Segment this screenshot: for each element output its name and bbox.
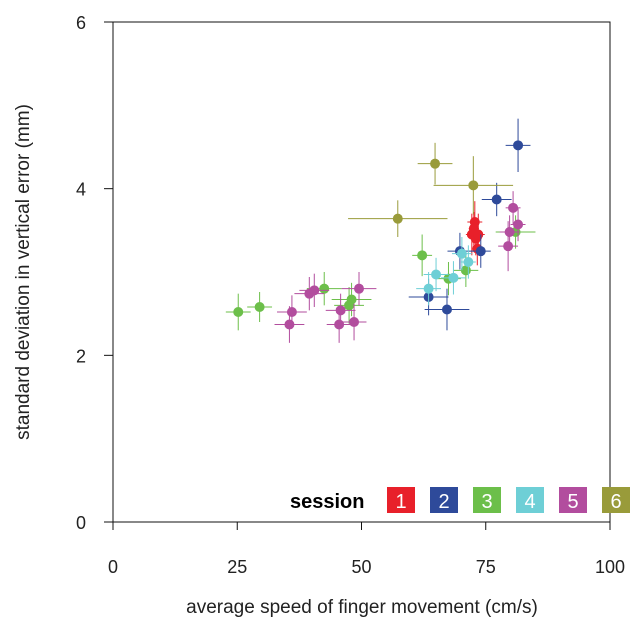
legend-swatch-6 [602, 487, 630, 513]
y-tick-label: 4 [76, 180, 86, 200]
legend-swatch-2 [430, 487, 458, 513]
data-point [463, 257, 474, 267]
x-tick-label: 100 [595, 557, 625, 577]
y-tick-label: 6 [76, 13, 86, 33]
data-point [491, 194, 502, 205]
data-point [513, 140, 524, 151]
data-point [503, 241, 514, 252]
y-tick-label: 2 [76, 346, 86, 366]
data-point [448, 272, 459, 283]
data-point [286, 307, 297, 317]
series-6 [348, 142, 514, 237]
legend-label: 4 [524, 491, 535, 513]
data-point [441, 304, 452, 315]
data-point [233, 307, 244, 317]
series-4 [416, 237, 476, 306]
data-point [456, 248, 467, 259]
data-point [335, 305, 346, 316]
legend-label: 3 [481, 491, 492, 513]
data-point [468, 180, 479, 191]
data-point [508, 202, 519, 213]
data-point [254, 302, 265, 312]
data-point [349, 317, 360, 327]
x-tick-label: 75 [476, 557, 496, 577]
legend-swatch-1 [387, 487, 415, 513]
x-tick-label: 50 [351, 557, 371, 577]
legend-label: 5 [567, 491, 578, 513]
legend-swatch-3 [473, 487, 501, 513]
data-points [225, 118, 536, 343]
legend-label: 6 [610, 491, 621, 513]
data-point [417, 250, 428, 261]
data-point [346, 294, 357, 305]
data-point [431, 269, 442, 280]
data-point [284, 319, 295, 330]
x-axis-title: average speed of finger movement (cm/s) [186, 597, 538, 618]
series-1 [465, 201, 485, 266]
series-3 [225, 215, 536, 331]
y-axis-title: standard deviation in vertical error (mm… [13, 104, 34, 440]
data-point [319, 283, 330, 294]
data-point [334, 319, 345, 330]
legend-swatch-4 [516, 487, 544, 513]
data-point [513, 219, 524, 230]
data-point [430, 158, 441, 169]
data-point [354, 283, 365, 294]
data-point [423, 283, 434, 294]
legend-label: 2 [438, 491, 449, 513]
legend-label: 1 [395, 491, 406, 513]
series-5 [274, 191, 526, 343]
x-tick-label: 0 [108, 557, 118, 577]
y-axis: 0 2 4 6 [76, 13, 113, 533]
plot-frame [112, 21, 611, 523]
data-point [475, 246, 486, 257]
legend-title: session [290, 491, 364, 513]
data-point [473, 229, 484, 240]
x-tick-label: 25 [227, 557, 247, 577]
x-axis: 0 25 50 75 100 [108, 522, 625, 577]
legend-swatch-5 [559, 487, 587, 513]
legend: session 1 2 3 4 5 6 [290, 487, 630, 513]
data-point [504, 227, 515, 237]
data-point [392, 213, 403, 224]
data-point [309, 285, 320, 296]
y-tick-label: 0 [76, 513, 86, 533]
